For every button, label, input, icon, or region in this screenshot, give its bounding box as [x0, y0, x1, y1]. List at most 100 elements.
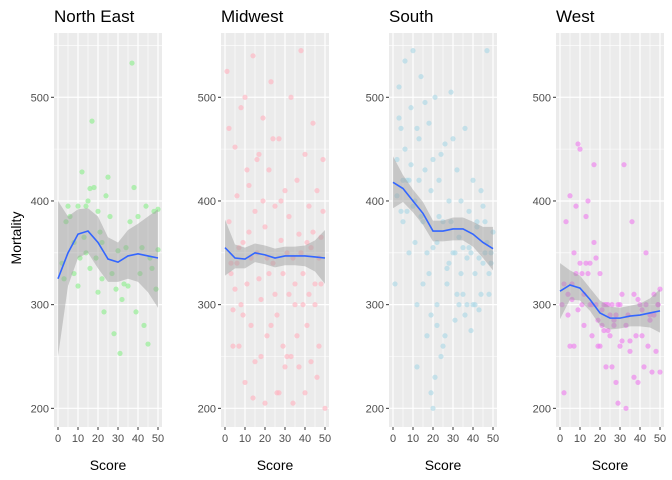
data-point — [302, 151, 308, 157]
data-point — [587, 260, 593, 266]
data-point — [607, 312, 613, 318]
x-tick-label: 10 — [72, 433, 84, 445]
data-point — [266, 270, 272, 277]
data-point — [83, 203, 89, 209]
x-axis-label: Score — [90, 457, 127, 473]
data-point — [456, 302, 462, 308]
data-point — [569, 296, 575, 303]
data-point — [587, 302, 593, 308]
data-point — [300, 302, 306, 308]
data-point — [95, 289, 101, 295]
data-point — [145, 341, 151, 347]
data-point — [286, 291, 292, 297]
data-point — [103, 193, 109, 199]
data-point — [294, 333, 300, 339]
data-point — [91, 184, 97, 191]
data-point — [615, 400, 621, 406]
data-point — [470, 177, 476, 183]
data-point — [404, 208, 410, 214]
x-tick-label: 40 — [299, 433, 311, 445]
data-point — [563, 219, 569, 225]
data-point — [298, 250, 304, 256]
data-point — [420, 219, 426, 225]
data-point — [561, 281, 567, 287]
data-point — [585, 270, 591, 277]
data-point — [322, 405, 328, 411]
panel-1: 200 300 400 500 0 10 20 30 40 50 Midwest Score — [198, 7, 331, 473]
data-point — [418, 213, 424, 220]
confidence-band — [225, 219, 325, 284]
data-point — [647, 317, 653, 323]
data-point — [314, 188, 320, 194]
x-tick-label: 20 — [92, 433, 104, 445]
data-point — [141, 322, 147, 328]
data-point — [567, 343, 573, 349]
data-point — [396, 84, 402, 90]
data-point — [454, 167, 460, 173]
data-point — [153, 286, 159, 292]
data-point — [573, 203, 579, 209]
data-point — [573, 270, 579, 277]
data-point — [436, 213, 442, 220]
data-point — [631, 291, 637, 297]
data-point — [438, 353, 444, 360]
data-point — [228, 260, 234, 266]
confidence-band — [58, 200, 158, 357]
data-point — [242, 94, 248, 100]
data-point — [304, 239, 310, 246]
data-point — [408, 105, 414, 111]
x-tick-label: 10 — [407, 433, 419, 445]
data-point — [240, 312, 246, 318]
data-point — [282, 364, 288, 370]
data-point — [67, 213, 73, 220]
data-point — [468, 327, 474, 334]
data-point — [292, 281, 298, 287]
data-point — [418, 73, 424, 80]
data-point — [61, 276, 67, 282]
panel-0: 200 300 400 500 0 10 20 30 40 50 North East Score — [31, 7, 164, 473]
data-point — [276, 390, 282, 396]
data-point — [75, 203, 81, 209]
data-point — [422, 99, 428, 106]
data-point — [282, 188, 288, 194]
data-point — [579, 302, 585, 308]
data-point — [613, 379, 619, 386]
data-point — [97, 229, 103, 235]
data-point — [597, 343, 603, 349]
data-point — [260, 115, 266, 121]
data-point — [254, 156, 260, 163]
data-point — [406, 177, 412, 183]
data-point — [613, 312, 619, 318]
data-point — [635, 379, 641, 386]
data-point — [268, 79, 274, 85]
data-point — [480, 203, 486, 209]
data-point — [127, 219, 133, 225]
data-point — [565, 291, 571, 297]
data-point — [472, 270, 478, 277]
data-point — [474, 219, 480, 225]
data-point — [601, 327, 607, 334]
y-tick-label: 500 — [366, 92, 384, 104]
data-point — [248, 322, 254, 328]
y-axis-label: Mortality — [8, 212, 24, 265]
smooth-line — [392, 181, 494, 250]
data-point — [611, 322, 617, 328]
data-point — [639, 307, 645, 313]
data-point — [430, 245, 436, 251]
data-point — [246, 229, 252, 235]
y-tick-label: 200 — [31, 403, 49, 415]
y-tick-label: 400 — [31, 196, 49, 208]
data-point — [633, 333, 639, 339]
data-point — [619, 291, 625, 297]
data-point — [121, 281, 127, 287]
data-point — [296, 364, 302, 370]
data-point — [238, 302, 244, 308]
panel-title: South — [389, 7, 433, 26]
x-axis-label: Score — [425, 457, 462, 473]
panel-title: North East — [54, 7, 135, 26]
data-point — [99, 239, 105, 246]
data-point — [454, 291, 460, 297]
data-point — [605, 327, 611, 334]
data-point — [284, 353, 290, 360]
data-point — [256, 151, 262, 157]
